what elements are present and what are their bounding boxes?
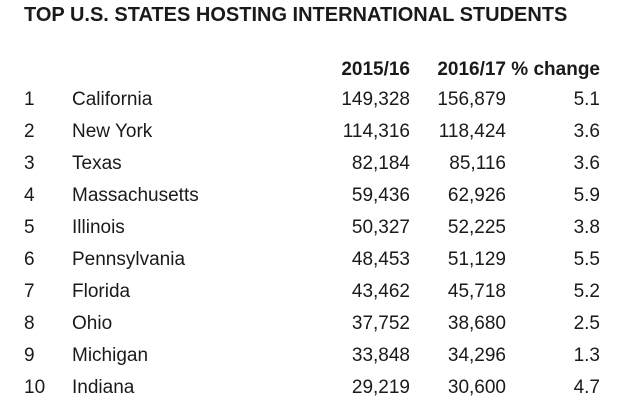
- header-2015-16: 2015/16: [341, 59, 410, 80]
- table-row: 9 Michigan 33,848 34,296 1.3: [0, 340, 637, 372]
- percent-change-cell: 3.6: [573, 121, 600, 142]
- rank-cell: 4: [24, 185, 35, 206]
- state-cell: Texas: [72, 153, 122, 174]
- value-2016-17-cell: 34,296: [447, 345, 506, 366]
- rank-cell: 10: [24, 377, 46, 398]
- rank-cell: 5: [24, 217, 35, 238]
- value-2015-16-cell: 82,184: [351, 153, 410, 174]
- value-2016-17-cell: 85,116: [449, 153, 506, 174]
- header-2016-17: 2016/17: [437, 59, 506, 80]
- percent-change-cell: 5.1: [573, 89, 600, 110]
- state-cell: Massachusetts: [72, 185, 199, 206]
- percent-change-cell: 2.5: [573, 313, 600, 334]
- value-2015-16-cell: 43,462: [351, 281, 410, 302]
- percent-change-cell: 3.8: [573, 217, 600, 238]
- table-title: TOP U.S. STATES HOSTING INTERNATIONAL ST…: [24, 4, 568, 26]
- value-2016-17-cell: 45,718: [447, 281, 506, 302]
- table-row: 6 Pennsylvania 48,453 51,129 5.5: [0, 244, 637, 276]
- state-cell: Ohio: [72, 313, 113, 334]
- value-2016-17-cell: 51,129: [447, 249, 506, 270]
- value-2016-17-cell: 30,600: [447, 377, 506, 398]
- table-row: 10 Indiana 29,219 30,600 4.7: [0, 372, 637, 404]
- value-2016-17-cell: 156,879: [437, 89, 506, 110]
- state-cell: Indiana: [72, 377, 135, 398]
- value-2015-16-cell: 50,327: [351, 217, 410, 238]
- value-2015-16-cell: 33,848: [351, 345, 410, 366]
- table-row: 2 New York 114,316 118,424 3.6: [0, 116, 637, 148]
- table-row: 1 California 149,328 156,879 5.1: [0, 84, 637, 116]
- rank-cell: 3: [24, 153, 35, 174]
- value-2015-16-cell: 48,453: [351, 249, 410, 270]
- percent-change-cell: 3.6: [573, 153, 600, 174]
- rank-cell: 1: [24, 89, 35, 110]
- rank-cell: 9: [24, 345, 35, 366]
- rank-cell: 2: [24, 121, 35, 142]
- state-cell: Michigan: [72, 345, 149, 366]
- percent-change-cell: 1.3: [573, 345, 600, 366]
- state-cell: Pennsylvania: [72, 249, 186, 270]
- percent-change-cell: 5.5: [573, 249, 600, 270]
- rank-cell: 8: [24, 313, 35, 334]
- table-row: 4 Massachusetts 59,436 62,926 5.9: [0, 180, 637, 212]
- table-row: 7 Florida 43,462 45,718 5.2: [0, 276, 637, 308]
- state-cell: California: [72, 89, 153, 110]
- header-percent-change: % change: [511, 59, 600, 80]
- table-row: 3 Texas 82,184 85,116 3.6: [0, 148, 637, 180]
- value-2015-16-cell: 37,752: [351, 313, 410, 334]
- value-2015-16-cell: 149,328: [341, 89, 410, 110]
- value-2016-17-cell: 62,926: [447, 185, 506, 206]
- rank-cell: 6: [24, 249, 35, 270]
- table-row: 8 Ohio 37,752 38,680 2.5: [0, 308, 637, 340]
- percent-change-cell: 5.2: [573, 281, 600, 302]
- percent-change-cell: 4.7: [573, 377, 600, 398]
- value-2016-17-cell: 118,424: [438, 121, 506, 142]
- percent-change-cell: 5.9: [573, 185, 600, 206]
- value-2015-16-cell: 59,436: [351, 185, 410, 206]
- value-2016-17-cell: 52,225: [447, 217, 506, 238]
- table-row: 5 Illinois 50,327 52,225 3.8: [0, 212, 637, 244]
- state-cell: Illinois: [72, 217, 125, 238]
- state-cell: Florida: [72, 281, 131, 302]
- value-2015-16-cell: 29,219: [351, 377, 410, 398]
- value-2015-16-cell: 114,316: [342, 121, 410, 142]
- state-cell: New York: [72, 121, 153, 142]
- value-2016-17-cell: 38,680: [447, 313, 506, 334]
- rank-cell: 7: [24, 281, 35, 302]
